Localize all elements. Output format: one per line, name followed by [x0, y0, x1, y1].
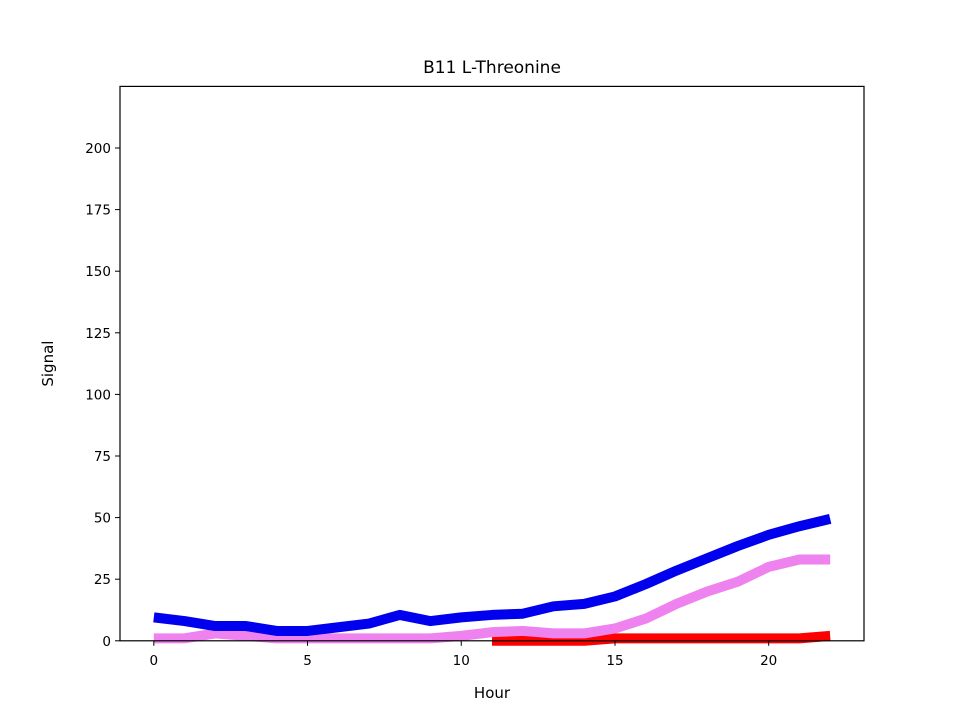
chart-title: B11 L-Threonine [423, 58, 561, 78]
plot-frame [119, 85, 865, 642]
y-tick-label: 100 [85, 387, 111, 403]
x-axis: 0 5 10 15 20 [150, 640, 777, 669]
y-tick-label: 175 [85, 203, 111, 219]
y-tick-label: 0 [102, 634, 111, 650]
x-tick-label: 20 [760, 653, 777, 669]
plot-lines [153, 513, 832, 646]
y-tick-label: 200 [85, 141, 111, 157]
y-tick-label: 75 [94, 449, 111, 465]
y-tick-label: 150 [85, 264, 111, 280]
y-axis-label: Signal [39, 341, 57, 387]
y-tick-label: 50 [94, 511, 111, 527]
x-tick-label: 15 [606, 653, 623, 669]
y-tick-label: 125 [85, 326, 111, 342]
y-axis: 0 25 50 75 100 125 150 175 200 [85, 141, 120, 650]
y-tick-label: 25 [94, 572, 111, 588]
series-line-1 [153, 554, 831, 644]
x-tick-label: 0 [150, 653, 159, 669]
series-line-0 [153, 513, 832, 636]
x-tick-label: 5 [303, 653, 312, 669]
x-tick-label: 10 [453, 653, 470, 669]
x-axis-label: Hour [474, 684, 511, 702]
